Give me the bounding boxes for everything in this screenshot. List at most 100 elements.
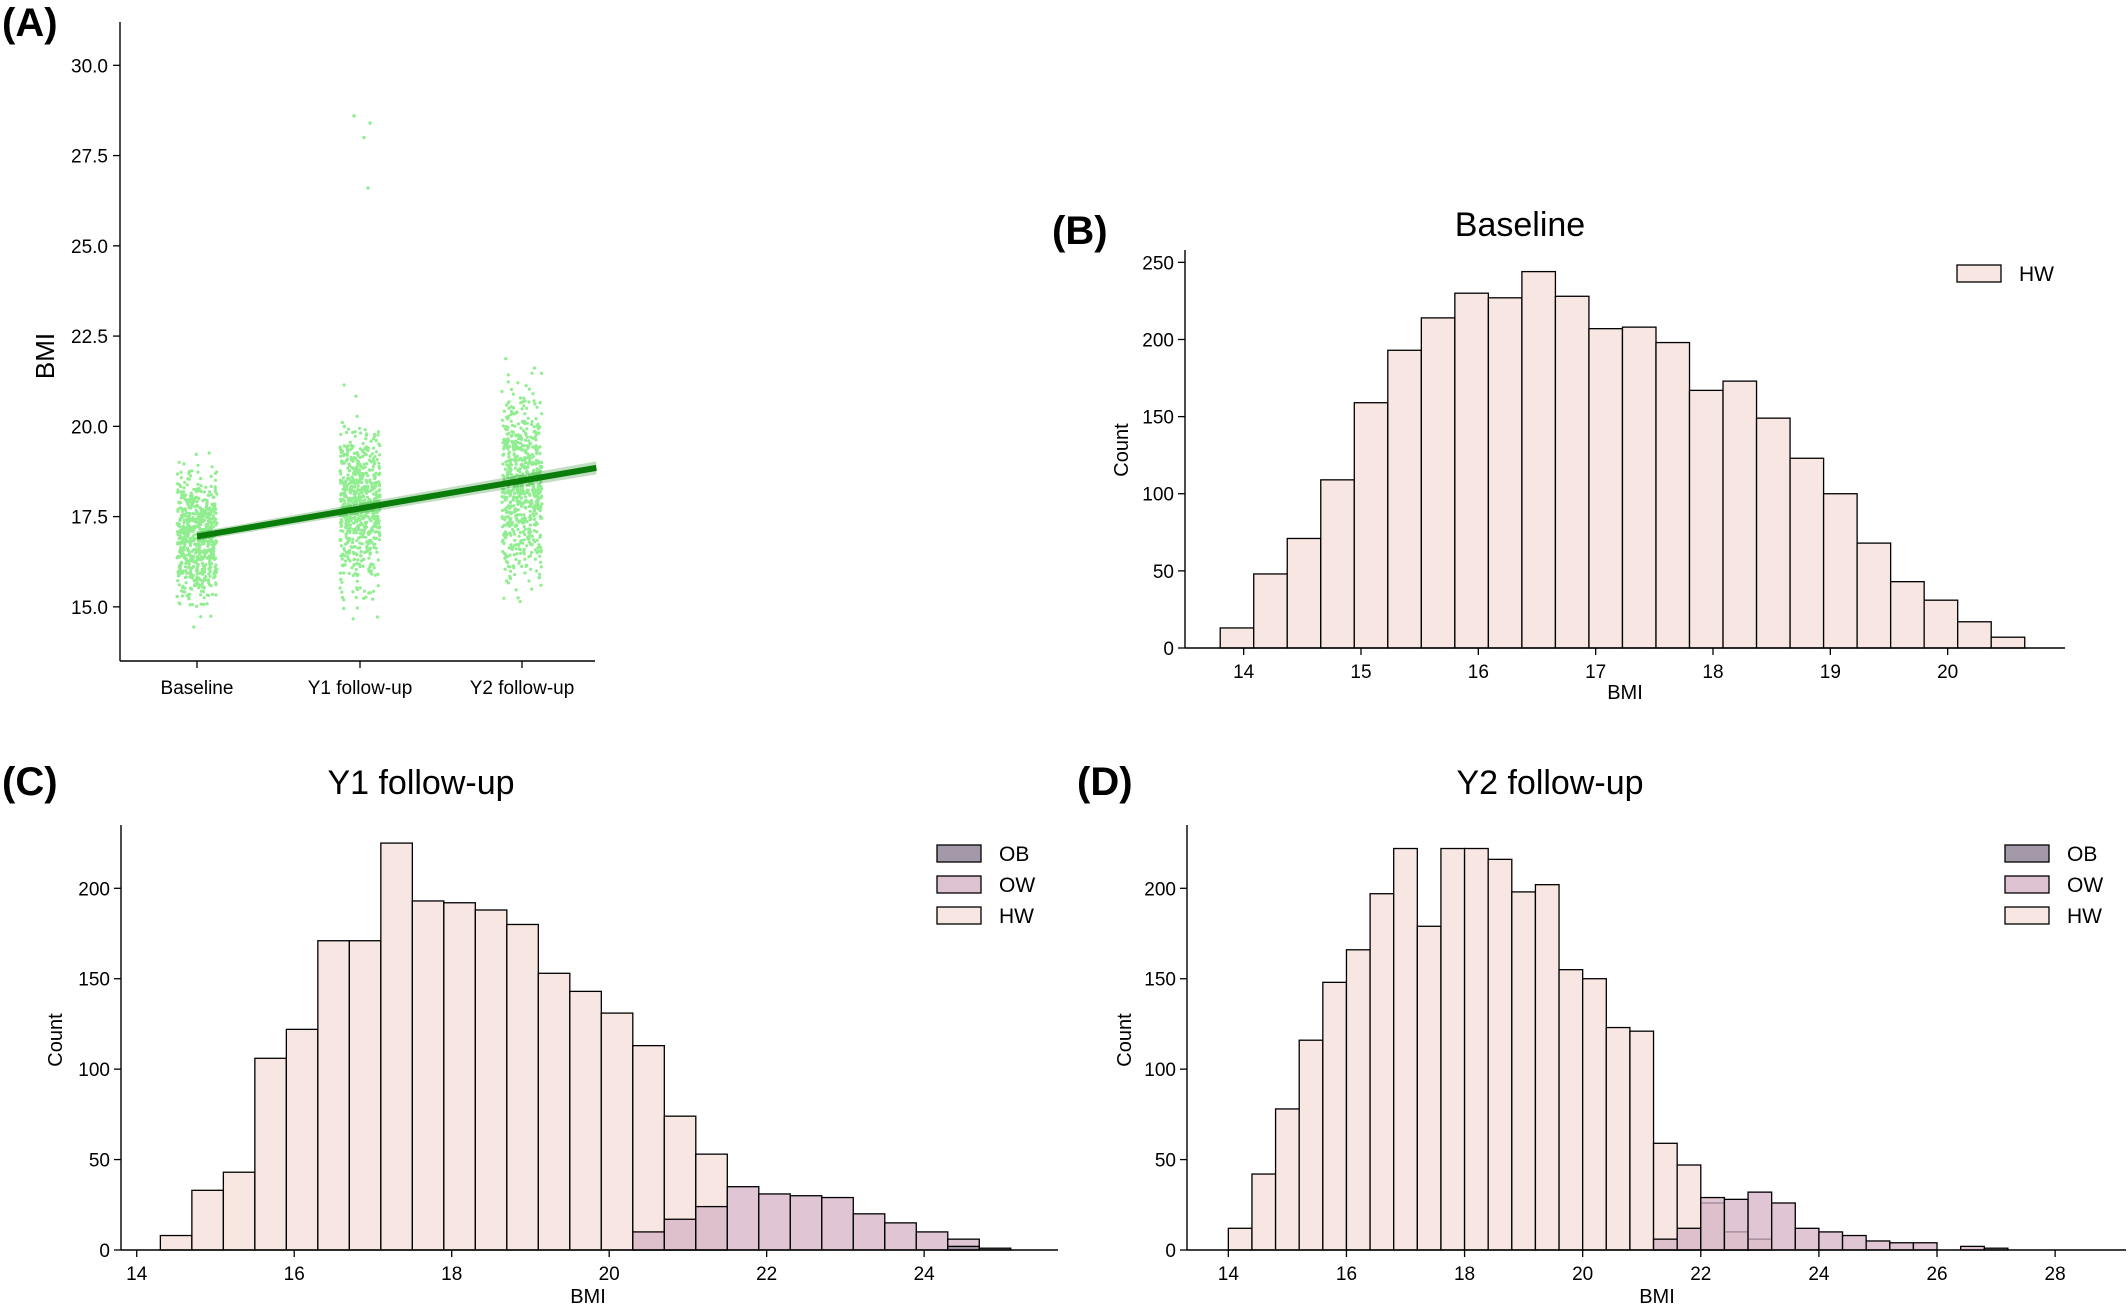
panel-a-point [358, 495, 362, 499]
panel-a-point [202, 542, 206, 546]
panel-d-bar-hw [1487, 858, 1513, 1251]
panel-a-point [518, 519, 522, 523]
panel-a-point [201, 564, 205, 568]
panel-b-ylabel: Count [1111, 423, 1133, 477]
panel-a-point [179, 470, 183, 474]
panel-b-bar-hw [1487, 297, 1523, 649]
panel-a-point [180, 546, 184, 550]
panel-a-point [522, 538, 526, 542]
panel-a-point [353, 544, 357, 549]
panel-a-point [346, 473, 350, 477]
panel-a-point [512, 406, 516, 410]
panel-a-point [504, 510, 509, 514]
panel-a-point [202, 585, 206, 589]
panel-a-point [540, 502, 544, 506]
panel-a-point [338, 571, 343, 575]
panel-a-point [537, 431, 541, 435]
panel-a-point [366, 449, 370, 453]
panel-a-point [353, 497, 357, 501]
panel-a-point [516, 527, 520, 532]
panel-a-point [526, 416, 530, 420]
panel-a-point [346, 529, 350, 534]
panel-a-point [339, 472, 343, 476]
panel-a-point [539, 565, 543, 569]
panel-a-point [525, 406, 529, 410]
panel-a-point [202, 590, 206, 594]
panel-a-point [504, 357, 508, 361]
panel-a-point [366, 474, 370, 478]
panel-a-point [537, 491, 541, 495]
panel-d-xtick-label: 24 [1808, 1264, 1830, 1285]
panel-a-point [514, 462, 518, 466]
panel-a-point [199, 508, 203, 512]
panel-a-point [529, 442, 533, 446]
panel-a-point [178, 525, 182, 529]
panel-a-point [511, 476, 516, 480]
panel-a-point [192, 625, 196, 629]
panel-a-point [370, 515, 374, 519]
panel-a-point [378, 525, 382, 529]
panel-a-point [376, 514, 380, 519]
panel-a-point [204, 506, 208, 510]
panel-a-point [346, 476, 350, 480]
panel-a-point [517, 559, 521, 564]
panel-a-point [185, 500, 189, 504]
panel-a-point [208, 562, 212, 566]
panel-a-point [370, 485, 374, 489]
panel-a-point [212, 502, 216, 506]
panel-a-point [517, 500, 521, 504]
panel-a-point [339, 432, 343, 436]
panel-a-point [355, 531, 359, 535]
panel-a-point [516, 596, 520, 600]
panel-a-point [364, 535, 368, 539]
panel-a-point [365, 546, 369, 550]
panel-a-point [350, 475, 354, 479]
panel-a-point [512, 484, 517, 488]
panel-a-points [175, 114, 544, 629]
panel-a-point [537, 576, 541, 580]
panel-a-point [207, 540, 211, 544]
panel-a-scatter: BMI 15.0 17.5 20.0 22.5 25.0 27.5 30.0 Baseline… [30, 22, 597, 699]
panel-a-point [354, 567, 358, 572]
panel-b-bar-hw [1688, 389, 1724, 649]
panel-a-point [377, 508, 381, 512]
panel-a-point [351, 485, 355, 489]
panel-b-bar-hw [1722, 380, 1758, 649]
panel-a-point [338, 586, 342, 590]
panel-a-point [500, 418, 504, 422]
panel-a-point [363, 465, 367, 469]
panel-a-point [523, 505, 527, 510]
panel-a-point [348, 440, 352, 444]
panel-a-point [371, 542, 376, 546]
panel-a-point [375, 493, 380, 497]
panel-a-point [187, 471, 191, 475]
panel-a-point [352, 502, 356, 507]
panel-a-point [506, 380, 510, 384]
panel-a-point [530, 488, 534, 492]
panel-d-bar-hw [1251, 1173, 1277, 1251]
panel-a-point [339, 544, 343, 548]
panel-c-legend-swatch-ob [936, 844, 982, 863]
panel-a-point [344, 551, 348, 555]
panel-a-point [176, 554, 180, 559]
panel-a-point [354, 520, 358, 524]
panel-a-point [182, 540, 186, 544]
panel-a-point [507, 406, 511, 410]
panel-a-point [515, 445, 519, 449]
panel-a-point [352, 563, 356, 568]
panel-a-point [528, 518, 532, 522]
panel-a-point [500, 508, 505, 513]
panel-a-point [509, 500, 513, 504]
panel-d-legend-swatch-ow [2004, 875, 2050, 894]
panel-a-point [532, 509, 536, 513]
panel-a-point [368, 565, 372, 569]
panel-a-point [366, 186, 370, 190]
panel-a-point [508, 531, 512, 535]
panel-a-point [535, 530, 539, 534]
panel-a-point [198, 515, 202, 519]
panel-a-point [359, 528, 364, 532]
panel-a-point [207, 572, 211, 576]
panel-a-point [374, 522, 378, 526]
panel-a-point [528, 529, 532, 534]
panel-a-point [527, 492, 531, 496]
